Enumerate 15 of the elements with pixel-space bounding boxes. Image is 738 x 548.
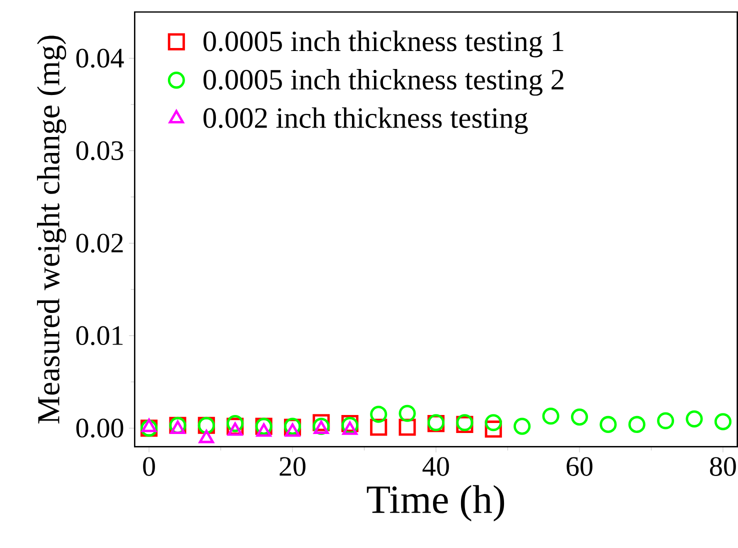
x-tick-label: 80 xyxy=(710,457,736,476)
legend-label: 0.002 inch thickness testing xyxy=(204,107,528,134)
y-tick-label: 0.03 xyxy=(76,141,124,160)
y-tick-label: 0.02 xyxy=(76,234,123,253)
y-tick-label: 0.00 xyxy=(76,418,124,438)
legend-label: 0.0005 inch thickness testing 1 xyxy=(204,30,564,58)
x-tick-label: 60 xyxy=(566,457,592,476)
x-tick-label: 20 xyxy=(280,457,306,476)
x-tick-label: 40 xyxy=(422,457,449,476)
y-tick-label: 0.04 xyxy=(76,48,124,68)
legend-label: 0.0005 inch thickness testing 2 xyxy=(204,68,564,96)
x-axis-title: Time (h) xyxy=(366,485,504,522)
x-tick-label: 0 xyxy=(143,457,155,476)
y-tick-label: 0.01 xyxy=(76,326,123,346)
y-axis-title: Measured weight change (mg) xyxy=(37,36,66,424)
